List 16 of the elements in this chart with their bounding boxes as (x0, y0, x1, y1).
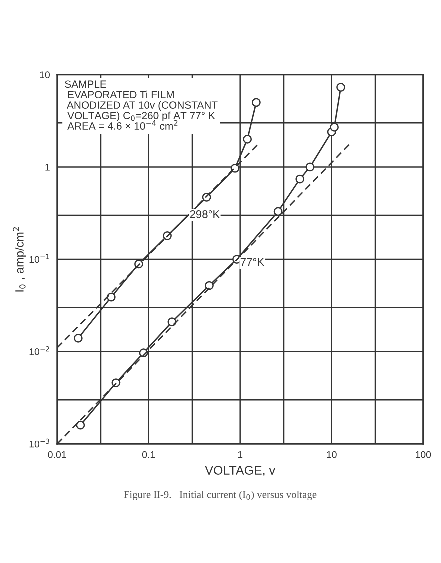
y-tick-label: 10 (40, 72, 50, 78)
y-tick-label: 10$^{−3}$ (30, 438, 50, 448)
y-tick-label: 1 (46, 164, 50, 171)
text: Figure II-9. Initial current (I$_{0}$) versus voltage (124, 490, 317, 500)
x-tick-label: 10 (327, 451, 337, 458)
y-tick-label: 10$^{−1}$ (30, 254, 50, 264)
x-tick-label: 0.01 (48, 451, 66, 458)
y-tick-label: 10$^{−2}$ (30, 346, 50, 356)
x-tick-label: 100 (416, 451, 432, 458)
annotation: 298°K (190, 210, 220, 218)
x-tick-label: 0.1 (142, 451, 156, 458)
text: SAMPLE EVAPORATED Ti FILM ANODIZED AT 10v (CONSTANT VOLTAGE) C$_{0}$=260 pf AT 77° K AREA = 4.6 × 10$^{−4}$ cm$^{2}$ (65, 80, 218, 130)
annotation: 77°K (240, 258, 264, 266)
x-axis-title: VOLTAGE, v (205, 466, 276, 476)
x-tick-label: 1 (238, 452, 243, 458)
y-axis-title: I$_{0}$ , amp/cm$^{2}$ (13, 227, 26, 292)
